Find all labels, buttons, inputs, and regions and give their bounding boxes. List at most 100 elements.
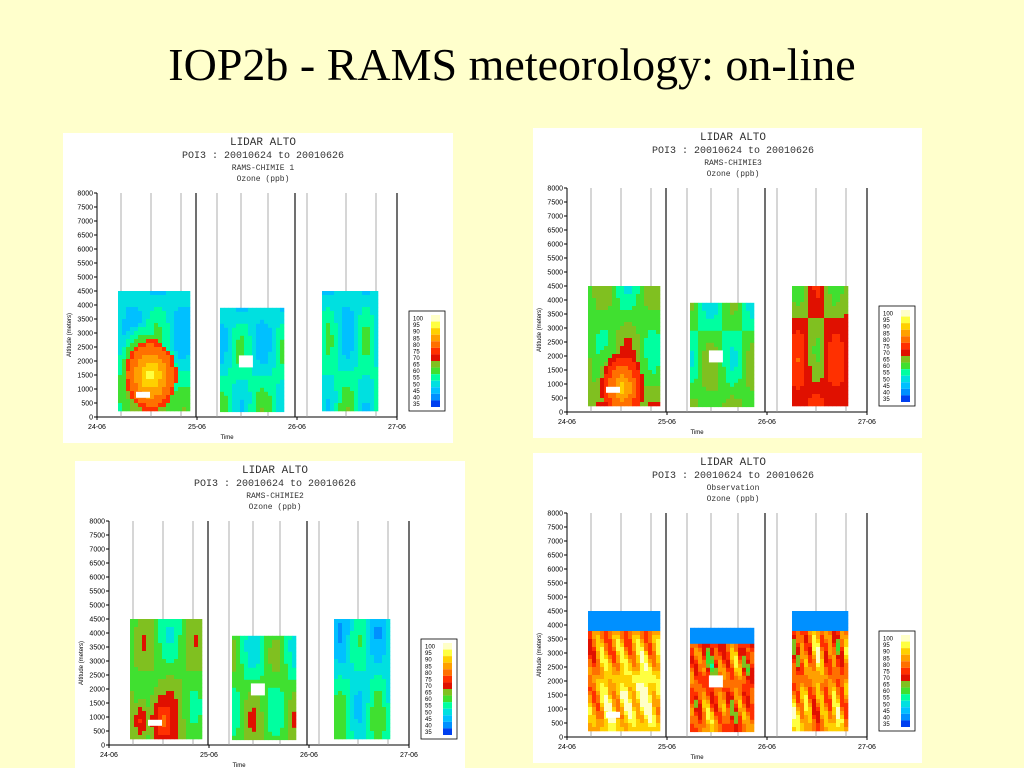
heatmap-cell — [326, 307, 331, 312]
heatmap-cell — [252, 679, 257, 685]
heatmap-cell — [162, 695, 167, 700]
heatmap-cell — [624, 358, 629, 363]
heatmap-cell — [588, 615, 593, 620]
heatmap-cell — [616, 374, 621, 379]
heatmap-cell — [690, 386, 695, 392]
heatmap-cell — [820, 318, 825, 323]
heatmap-cell — [690, 310, 695, 316]
heatmap-cell — [138, 315, 143, 320]
heatmap-cell — [146, 363, 151, 368]
heatmap-cell — [796, 322, 801, 327]
heatmap-cell — [244, 675, 249, 681]
heatmap-cell — [190, 659, 195, 664]
heatmap-cell — [588, 294, 593, 299]
heatmap-cell — [338, 623, 343, 628]
heatmap-cell — [338, 351, 343, 356]
heatmap-cell — [170, 395, 175, 400]
heatmap-cell — [812, 330, 817, 335]
heatmap-cell — [698, 338, 703, 344]
heatmap-cell — [158, 635, 163, 640]
heatmap-cell — [656, 390, 661, 395]
y-tick-label: 4500 — [547, 284, 563, 291]
heatmap-cell — [236, 663, 241, 669]
heatmap-cell — [138, 299, 143, 304]
heatmap-cell — [734, 350, 739, 356]
heatmap-cell — [796, 326, 801, 331]
heatmap-cell — [224, 403, 229, 409]
heatmap-cell — [734, 310, 739, 316]
heatmap-cell — [796, 398, 801, 403]
heatmap-cell — [592, 290, 597, 295]
heatmap-cell — [236, 383, 241, 389]
heatmap-cell — [280, 367, 285, 373]
heatmap-cell — [612, 651, 617, 656]
heatmap-cell — [600, 699, 605, 704]
heatmap-cell — [616, 330, 621, 335]
heatmap-cell — [652, 695, 657, 700]
heatmap-cell — [812, 378, 817, 383]
heatmap-cell — [714, 370, 719, 376]
heatmap-cell — [374, 371, 379, 376]
heatmap-cell — [366, 315, 371, 320]
y-tick-label: 3000 — [547, 326, 563, 333]
heatmap-cell — [240, 683, 245, 689]
heatmap-cell — [342, 715, 347, 720]
heatmap-cell — [170, 363, 175, 368]
heatmap-cell — [276, 339, 281, 345]
heatmap-cell — [378, 695, 383, 700]
heatmap-cell — [130, 659, 135, 664]
heatmap-cell — [844, 402, 849, 407]
heatmap-cell — [644, 286, 649, 291]
heatmap-cell — [228, 359, 233, 365]
y-tick-label: 7000 — [77, 219, 93, 226]
heatmap-cell — [840, 342, 845, 347]
heatmap-cell — [374, 679, 379, 684]
heatmap-cell — [126, 379, 131, 384]
heatmap-cell — [150, 659, 155, 664]
heatmap-cell — [174, 635, 179, 640]
heatmap-cell — [792, 394, 797, 399]
heatmap-cell — [358, 635, 363, 640]
heatmap-cell — [154, 703, 159, 708]
heatmap-cell — [338, 399, 343, 404]
heatmap-cell — [628, 374, 633, 379]
heatmap-cell — [616, 671, 621, 676]
heatmap-cell — [632, 631, 637, 636]
heatmap-cell — [264, 327, 269, 333]
heatmap-cell — [608, 394, 613, 399]
heatmap-cell — [322, 303, 327, 308]
heatmap-cell — [154, 391, 159, 396]
heatmap-cell — [162, 351, 167, 356]
heatmap-cell — [718, 306, 723, 312]
heatmap-cell — [620, 715, 625, 720]
heatmap-cell — [378, 703, 383, 708]
heatmap-cell — [342, 351, 347, 356]
heatmap-cell — [374, 643, 379, 648]
heatmap-cell — [710, 382, 715, 388]
colorbar-swatch — [901, 382, 910, 389]
heatmap-cell — [292, 711, 297, 717]
heatmap-cell — [146, 735, 151, 740]
heatmap-cell — [350, 647, 355, 652]
heatmap-cell — [616, 378, 621, 383]
heatmap-cell — [632, 687, 637, 692]
heatmap-cell — [718, 382, 723, 388]
heatmap-cell — [130, 671, 135, 676]
heatmap-cell — [354, 663, 359, 668]
heatmap-cell — [182, 327, 187, 332]
heatmap-cell — [588, 298, 593, 303]
heatmap-cell — [362, 623, 367, 628]
y-tick-label: 2000 — [77, 359, 93, 366]
heatmap-cell — [170, 691, 175, 696]
heatmap-cell — [326, 375, 331, 380]
heatmap-cell — [636, 723, 641, 728]
heatmap-cell — [272, 643, 277, 649]
heatmap-cell — [370, 627, 375, 632]
heatmap-cell — [746, 386, 751, 392]
heatmap-cell — [726, 318, 731, 324]
heatmap-cell — [174, 339, 179, 344]
heatmap-cell — [170, 291, 175, 296]
heatmap-cell — [326, 323, 331, 328]
heatmap-cell — [170, 647, 175, 652]
heatmap-cell — [624, 386, 629, 391]
